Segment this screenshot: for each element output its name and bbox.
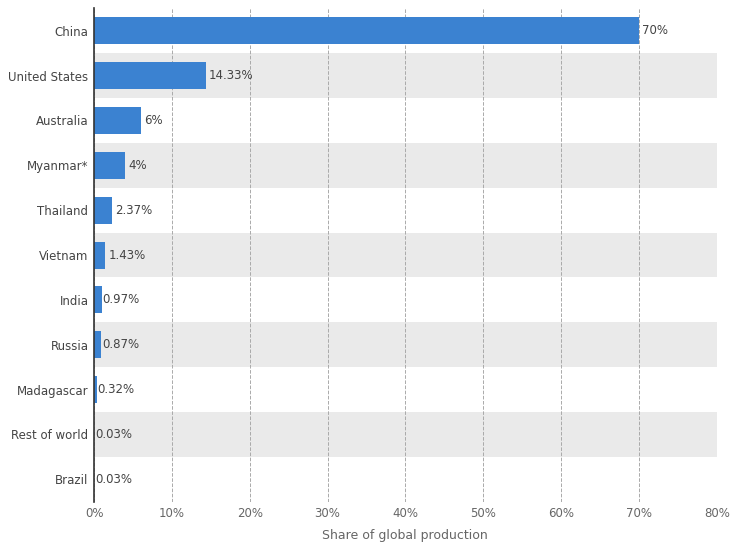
- Bar: [94, 152, 125, 179]
- Bar: [94, 457, 717, 502]
- Text: 14.33%: 14.33%: [209, 69, 253, 82]
- Text: 70%: 70%: [642, 24, 668, 37]
- Bar: [94, 17, 639, 44]
- Text: 1.43%: 1.43%: [108, 249, 145, 262]
- Bar: [94, 331, 101, 358]
- Bar: [94, 107, 141, 134]
- Text: 0.97%: 0.97%: [103, 293, 140, 306]
- Bar: [94, 197, 112, 224]
- Text: 0.03%: 0.03%: [95, 473, 132, 486]
- Bar: [94, 233, 717, 278]
- Bar: [94, 287, 102, 314]
- Text: 6%: 6%: [144, 114, 162, 127]
- Bar: [94, 376, 97, 403]
- Text: 0.03%: 0.03%: [95, 428, 132, 441]
- Bar: [94, 8, 717, 53]
- Bar: [94, 412, 717, 457]
- Text: 0.32%: 0.32%: [97, 383, 135, 396]
- Bar: [94, 278, 717, 322]
- Text: 4%: 4%: [128, 159, 147, 172]
- Bar: [94, 53, 717, 98]
- Bar: [94, 143, 717, 188]
- Bar: [94, 241, 105, 268]
- X-axis label: Share of global production: Share of global production: [323, 529, 489, 542]
- Bar: [94, 98, 717, 143]
- Bar: [94, 367, 717, 412]
- Bar: [94, 322, 717, 367]
- Bar: [94, 188, 717, 233]
- Text: 0.87%: 0.87%: [102, 338, 139, 351]
- Text: 2.37%: 2.37%: [116, 204, 153, 217]
- Bar: [94, 62, 206, 89]
